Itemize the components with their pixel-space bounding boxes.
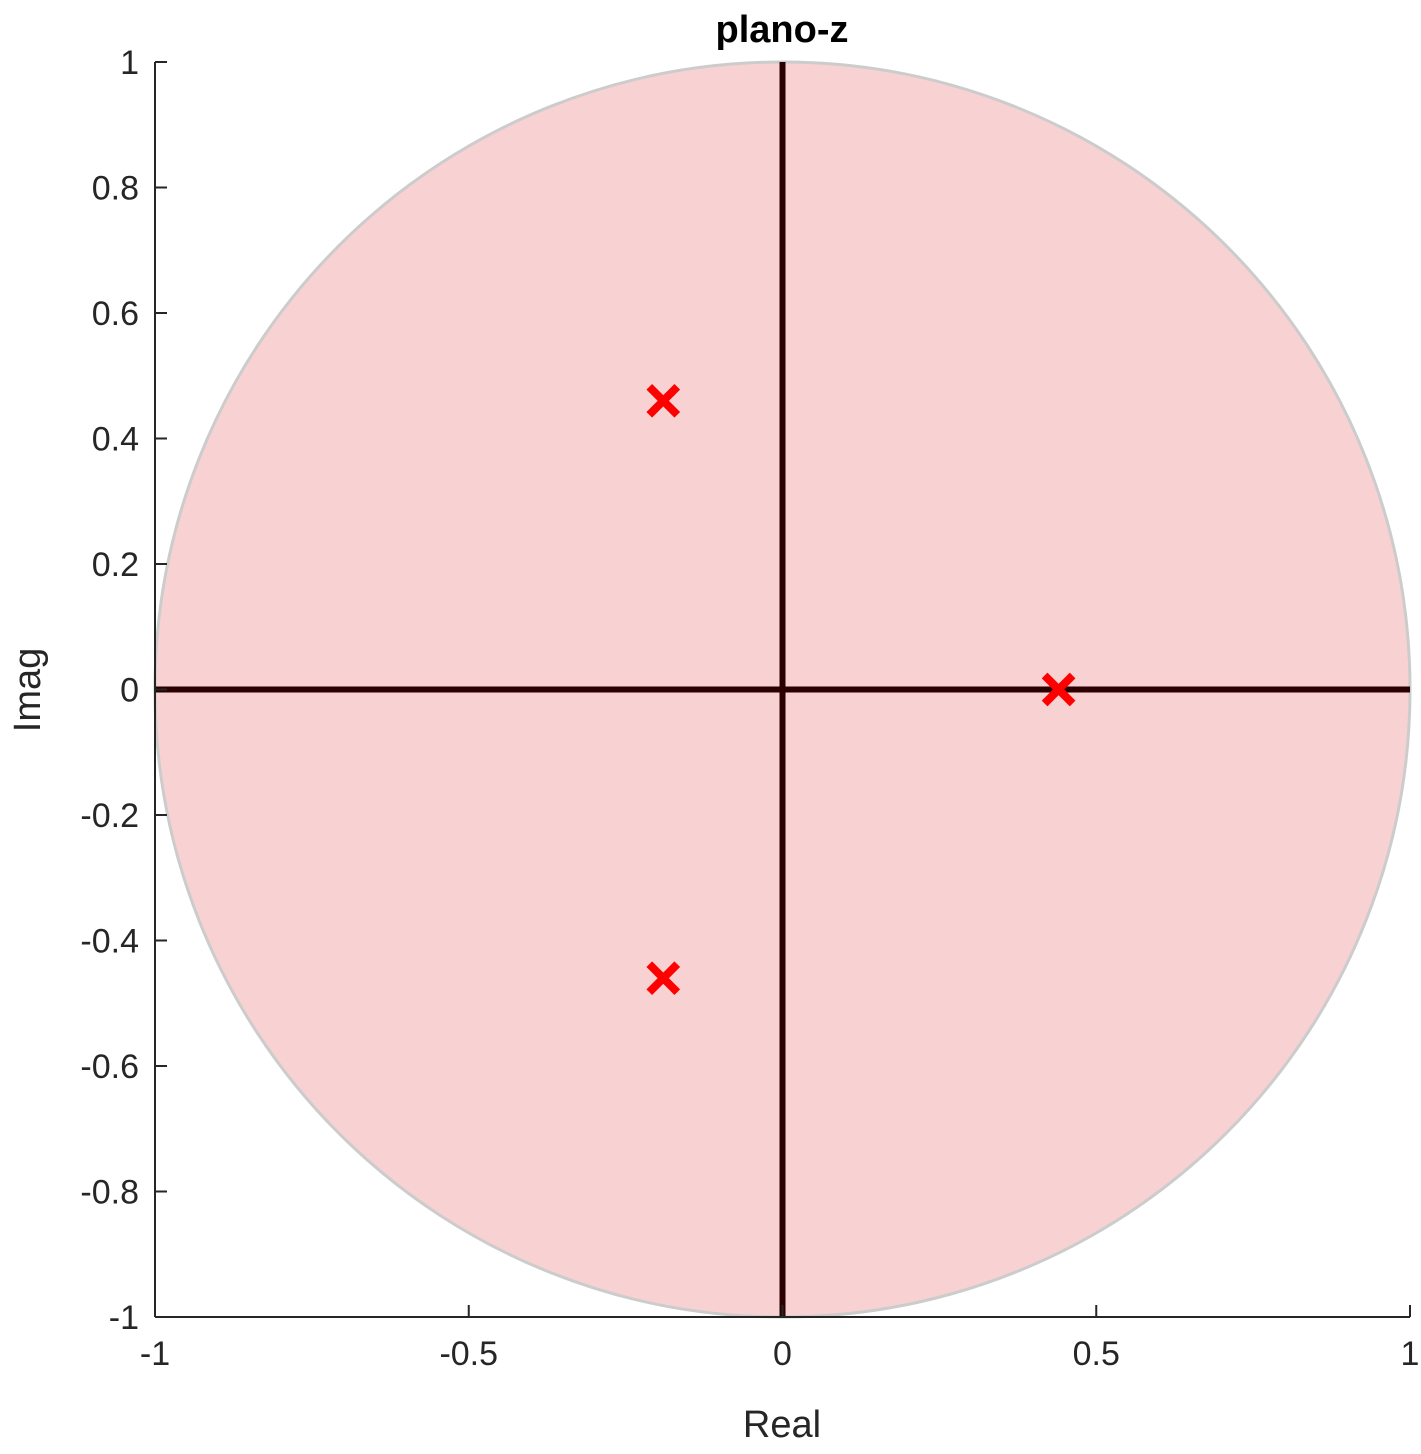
y-tick-label: -0.8 xyxy=(80,1174,139,1212)
chart-title: plano-z xyxy=(716,9,849,51)
pole-stroke xyxy=(646,384,681,418)
pole-marker xyxy=(646,961,681,995)
x-axis-label: Real xyxy=(743,1404,821,1446)
pole-stroke xyxy=(1041,672,1076,707)
pole-stroke xyxy=(646,961,681,995)
x-tick-label: 0 xyxy=(773,1335,792,1373)
x-tick-label: 1 xyxy=(1401,1335,1420,1373)
y-tick-label: 0.6 xyxy=(92,295,139,333)
y-tick-label: -0.2 xyxy=(80,797,139,835)
pole-marker xyxy=(646,384,681,418)
y-tick-label: 0.2 xyxy=(92,546,139,584)
y-tick-label: -0.6 xyxy=(80,1048,139,1086)
y-tick-label: 0.8 xyxy=(92,170,139,208)
y-tick-label: 0 xyxy=(120,672,139,710)
x-tick-label: -1 xyxy=(140,1335,170,1373)
y-tick-label: 0.4 xyxy=(92,421,139,459)
y-tick-label: -1 xyxy=(109,1299,139,1337)
x-tick-label: 0.5 xyxy=(1073,1335,1120,1373)
pole-marker xyxy=(1041,672,1076,707)
y-axis-label: Imag xyxy=(7,648,49,732)
y-tick-label: -0.4 xyxy=(80,923,139,961)
x-tick-label: -0.5 xyxy=(439,1335,498,1373)
y-tick-label: 1 xyxy=(120,44,139,82)
